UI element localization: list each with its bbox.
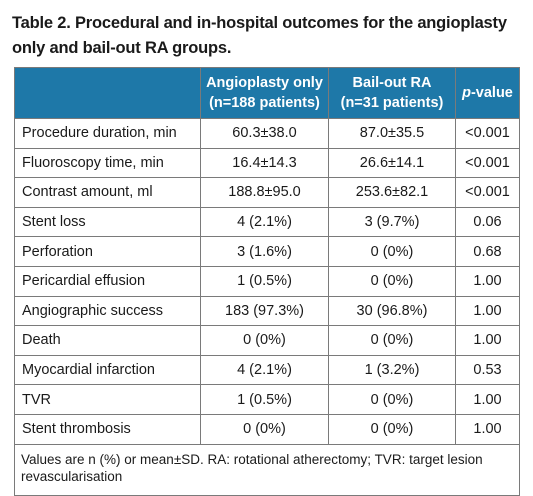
p-value: 0.53 (455, 354, 520, 386)
row-label: Angiographic success (14, 295, 201, 327)
header-p-rest: -value (470, 85, 513, 101)
p-value: 1.00 (455, 413, 520, 445)
table-row: Pericardial effusion 1 (0.5%) 0 (0%) 1.00 (14, 265, 520, 297)
table-caption: Table 2. Procedural and in-hospital outc… (12, 14, 507, 57)
header-bailout-title: Bail-out RA (352, 75, 432, 91)
table-footnote-row: Values are n (%) or mean±SD. RA: rotatio… (14, 443, 520, 496)
angioplasty-value: 4 (2.1%) (200, 206, 329, 238)
header-p-value: p-value (455, 67, 520, 119)
bailout-value: 3 (9.7%) (328, 206, 456, 238)
bailout-value: 0 (0%) (328, 265, 456, 297)
p-value: <0.001 (455, 147, 520, 179)
p-value: 1.00 (455, 325, 520, 356)
table-row: Fluoroscopy time, min 16.4±14.3 26.6±14.1 <… (14, 147, 520, 179)
table-row: Stent loss 4 (2.1%) 3 (9.7%) 0.06 (14, 206, 520, 238)
row-label: TVR (14, 384, 201, 415)
p-value: 1.00 (455, 384, 520, 415)
outcomes-table: Angioplasty only (n=188 patients) Bail-o… (14, 67, 520, 496)
table-row: Myocardial infarction 4 (2.1%) 1 (3.2%) 0.5… (14, 354, 520, 386)
bailout-value: 87.0±35.5 (328, 118, 456, 149)
p-value: <0.001 (455, 177, 520, 208)
bailout-value: 0 (0%) (328, 413, 456, 445)
row-label: Stent loss (14, 206, 201, 238)
bailout-value: 0 (0%) (328, 236, 456, 267)
angioplasty-value: 4 (2.1%) (200, 354, 329, 386)
header-blank-cell (14, 67, 201, 119)
header-angioplasty-n: (n=188 patients) (209, 95, 320, 111)
angioplasty-value: 183 (97.3%) (200, 295, 329, 327)
p-value: <0.001 (455, 118, 520, 149)
row-label: Myocardial infarction (14, 354, 201, 386)
header-angioplasty-title: Angioplasty only (206, 75, 323, 91)
bailout-value: 253.6±82.1 (328, 177, 456, 208)
bailout-value: 26.6±14.1 (328, 147, 456, 179)
bailout-value: 0 (0%) (328, 325, 456, 356)
header-bailout-ra: Bail-out RA (n=31 patients) (328, 67, 456, 119)
angioplasty-value: 1 (0.5%) (200, 265, 329, 297)
row-label: Fluoroscopy time, min (14, 147, 201, 179)
table-row: Angiographic success 183 (97.3%) 30 (96.8%… (14, 295, 520, 327)
angioplasty-value: 3 (1.6%) (200, 236, 329, 267)
bailout-value: 1 (3.2%) (328, 354, 456, 386)
table-row: Procedure duration, min 60.3±38.0 87.0±35.… (14, 118, 520, 149)
row-label: Stent thrombosis (14, 413, 201, 445)
row-label: Perforation (14, 236, 201, 267)
angioplasty-value: 16.4±14.3 (200, 147, 329, 179)
bailout-value: 30 (96.8%) (328, 295, 456, 327)
p-value: 1.00 (455, 265, 520, 297)
angioplasty-value: 0 (0%) (200, 413, 329, 445)
table-row: Death 0 (0%) 0 (0%) 1.00 (14, 325, 520, 356)
table-row: Perforation 3 (1.6%) 0 (0%) 0.68 (14, 236, 520, 267)
bailout-value: 0 (0%) (328, 384, 456, 415)
p-value: 1.00 (455, 295, 520, 327)
angioplasty-value: 188.8±95.0 (200, 177, 329, 208)
angioplasty-value: 1 (0.5%) (200, 384, 329, 415)
table-body: Procedure duration, min 60.3±38.0 87.0±35.… (14, 118, 520, 445)
row-label: Pericardial effusion (14, 265, 201, 297)
table-header-row: Angioplasty only (n=188 patients) Bail-o… (14, 67, 520, 119)
table-row: Contrast amount, ml 188.8±95.0 253.6±82.1 <… (14, 177, 520, 208)
p-value: 0.06 (455, 206, 520, 238)
p-value: 0.68 (455, 236, 520, 267)
row-label: Contrast amount, ml (14, 177, 201, 208)
angioplasty-value: 60.3±38.0 (200, 118, 329, 149)
table-row: Stent thrombosis 0 (0%) 0 (0%) 1.00 (14, 413, 520, 445)
angioplasty-value: 0 (0%) (200, 325, 329, 356)
header-angioplasty-only: Angioplasty only (n=188 patients) (200, 67, 329, 119)
table-row: TVR 1 (0.5%) 0 (0%) 1.00 (14, 384, 520, 415)
header-bailout-n: (n=31 patients) (340, 95, 444, 111)
table-footnote: Values are n (%) or mean±SD. RA: rotatio… (14, 443, 520, 496)
header-p-italic: p (462, 85, 471, 101)
row-label: Death (14, 325, 201, 356)
row-label: Procedure duration, min (14, 118, 201, 149)
